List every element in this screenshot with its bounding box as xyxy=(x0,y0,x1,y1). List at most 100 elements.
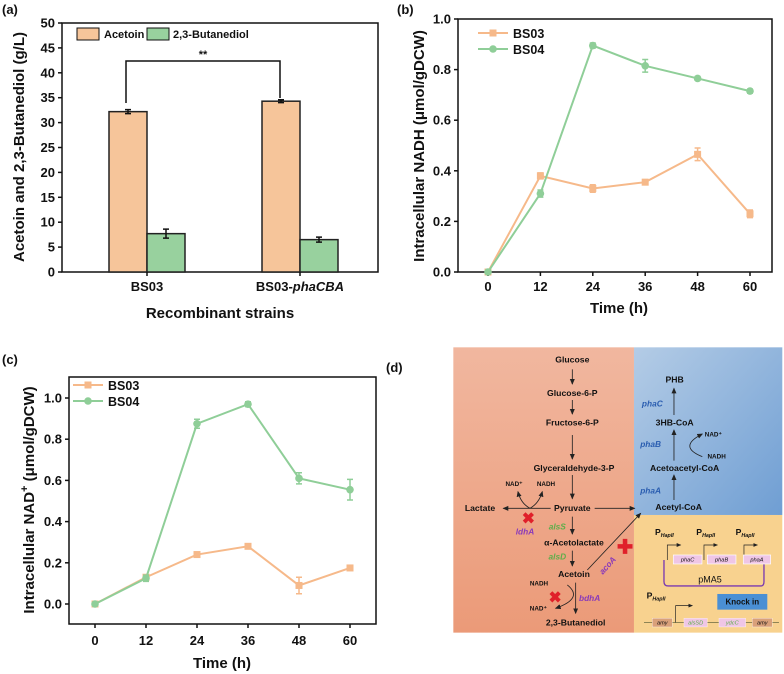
gene-box-phaC xyxy=(672,554,703,565)
gene-alsD: alsD xyxy=(549,551,567,561)
panel-label-c: (c) xyxy=(2,352,18,367)
y-tick-label-a: 30 xyxy=(41,115,55,130)
x-tick-label: 24 xyxy=(190,633,205,648)
gene-ldhA: ldhA xyxy=(516,526,535,536)
series-line-bs04 xyxy=(487,44,751,273)
knockout-bdhA-icon: ✖ xyxy=(549,590,562,607)
y-tick-label-a: 20 xyxy=(41,165,55,180)
data-point-bs04 xyxy=(484,268,492,276)
metabolite-phb: PHB xyxy=(666,375,684,385)
series-line-bs03 xyxy=(487,153,751,273)
locus-box-alsSD xyxy=(683,618,708,628)
data-point-bs04 xyxy=(641,62,649,70)
pathway-arrows xyxy=(502,369,704,615)
cofactor-nadh-2: NADH xyxy=(530,581,549,588)
x-tick-label-a: BS03-phaCBA xyxy=(256,279,344,294)
gene-alsS: alsS xyxy=(549,521,567,531)
gene-phaC: phaC xyxy=(641,399,664,409)
plasmid-backbone xyxy=(663,559,765,587)
x-tick-label: 12 xyxy=(139,633,153,648)
data-point-bs03 xyxy=(536,172,544,180)
data-point-bs04 xyxy=(536,189,545,198)
significance-label: ** xyxy=(199,49,208,61)
metabolite-pyruvate: Pyruvate xyxy=(554,503,591,513)
y-tick-label-a: 5 xyxy=(48,240,55,255)
metabolite-acetolactate: α-Acetolactate xyxy=(544,537,604,547)
bg-phb-pathway xyxy=(633,347,783,515)
data-point-bs03 xyxy=(244,542,252,550)
y-axis-title-c: Intracellular NAD+ (μmol/gDCW) xyxy=(19,386,38,613)
data-point-bs03 xyxy=(641,178,649,186)
bg-genetic-constructs xyxy=(633,514,783,633)
legend-label-acetoin: Acetoin xyxy=(104,29,145,41)
data-point-bs04 xyxy=(295,474,303,483)
y-tick-label-a: 0 xyxy=(48,265,55,280)
y-tick-label: 0.2 xyxy=(44,555,62,570)
x-tick-label: 48 xyxy=(690,279,704,294)
cofactor-nadh-1: NADH xyxy=(537,481,556,488)
bar-2-3-butanediol xyxy=(299,238,339,273)
legend-marker xyxy=(84,381,92,389)
promoter-label: PHapII xyxy=(696,527,715,539)
series-line-bs04 xyxy=(94,402,351,605)
gene-box-label-phaC: phaC xyxy=(680,558,695,564)
panel-label-a: (a) xyxy=(2,2,18,17)
x-tick-label: 36 xyxy=(638,279,652,294)
y-tick-label: 0.4 xyxy=(44,514,63,529)
y-axis-title-b: Intracellular NADH (μmol/gDCW) xyxy=(411,30,428,262)
data-point-bs03 xyxy=(295,581,303,589)
significance-bracket xyxy=(125,60,281,103)
locus-label: ydcC xyxy=(725,621,740,627)
y-tick-label: 0.0 xyxy=(433,265,451,280)
y-tick-label: 0.2 xyxy=(433,214,451,229)
overexpress-acoA-icon: ✚ xyxy=(617,537,633,558)
y-tick-label-a: 45 xyxy=(41,40,55,55)
metabolite-f6p: Fructose-6-P xyxy=(546,417,599,427)
x-tick-label: 36 xyxy=(241,633,255,648)
legend-marker xyxy=(489,45,497,53)
series-line-bs03 xyxy=(94,545,351,605)
y-tick-label: 0.6 xyxy=(433,113,451,128)
panel-label-d: (d) xyxy=(386,360,403,375)
y-tick-label: 1.0 xyxy=(433,12,451,27)
x-tick-label: 12 xyxy=(533,279,547,294)
pathway-diagram: Glucose Glucose-6-P Fructose-6-P Glycera… xyxy=(453,347,783,633)
locus-box-amy xyxy=(752,618,773,628)
x-axis-title-b: Time (h) xyxy=(590,300,648,317)
cofactor-nad-2: NAD⁺ xyxy=(530,605,547,612)
plasmid-label: pMA5 xyxy=(698,575,721,585)
locus-box-amy xyxy=(652,618,673,628)
promoter-label: PHapII xyxy=(736,527,755,539)
knock-in-box xyxy=(717,593,768,610)
bg-metabolism xyxy=(453,347,634,633)
line-chart-c: 0.0 0.2 0.4 0.6 0.8 1.0 0 12 24 36 48 60 BS03 BS04 In… xyxy=(19,376,377,672)
error-bar xyxy=(278,98,284,104)
data-point-bs04 xyxy=(91,600,99,608)
y-tick-label: 0.6 xyxy=(44,473,62,488)
error-bar xyxy=(125,108,131,115)
gene-box-phaB xyxy=(706,554,737,565)
gene-box-phaA xyxy=(742,554,771,565)
data-point-bs04 xyxy=(746,87,754,95)
y-tick-label-a: 35 xyxy=(41,90,55,105)
legend-swatch-butanediol xyxy=(146,27,170,41)
y-tick-label: 0.4 xyxy=(433,163,452,178)
locus-box-ydcC xyxy=(718,618,746,628)
promoter-arrows xyxy=(666,542,758,623)
locus-label: amy xyxy=(657,621,669,627)
legend-marker xyxy=(489,29,497,37)
metabolite-3hb-coa: 3HB-CoA xyxy=(656,417,695,427)
data-point-bs03 xyxy=(346,564,354,572)
legend-label-bs04: BS04 xyxy=(108,395,139,409)
x-axis-title-c: Time (h) xyxy=(193,655,251,672)
legend-label-bs04: BS04 xyxy=(513,43,544,57)
metabolite-glucose: Glucose xyxy=(555,355,589,365)
data-point-bs04 xyxy=(346,485,354,494)
y-tick-label-a: 40 xyxy=(41,65,55,80)
error-bar xyxy=(163,228,169,239)
gene-box-label-phaA: phaA xyxy=(749,558,763,564)
metabolite-acetyl-coa: Acetyl-CoA xyxy=(655,502,702,512)
data-point-bs04 xyxy=(244,400,252,408)
x-axis-title-a: Recombinant strains xyxy=(146,305,294,322)
locus-label: alsSD xyxy=(688,621,703,627)
